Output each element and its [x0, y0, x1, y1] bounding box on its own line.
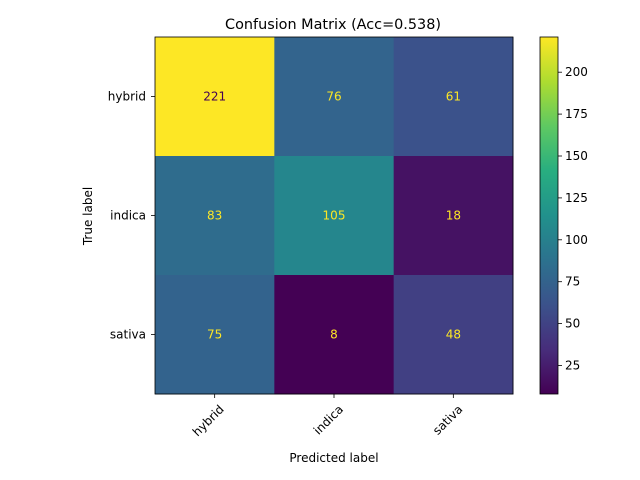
- cell-value-label: 83: [207, 209, 222, 223]
- heatmap-cell: [274, 37, 395, 157]
- cell-value-label: 8: [330, 328, 338, 342]
- heatmap-cell: [393, 37, 514, 157]
- colorbar-tick-label: 75: [565, 275, 580, 289]
- cell-value-label: 75: [207, 328, 222, 342]
- colorbar-tick-label: 150: [565, 149, 588, 163]
- colorbar-tick-label: 25: [565, 359, 580, 373]
- y-axis-label: True label: [81, 187, 95, 246]
- y-axis-ticks: hybrid indica sativa: [108, 90, 155, 342]
- colorbar-tick-label: 175: [565, 107, 588, 121]
- y-tick-label: indica: [110, 209, 146, 223]
- cell-value-label: 18: [446, 209, 461, 223]
- x-tick-label: sativa: [430, 402, 465, 437]
- heatmap-cell: [393, 275, 514, 395]
- chart-title: Confusion Matrix (Acc=0.538): [225, 17, 441, 33]
- cell-value-label: 76: [326, 90, 341, 104]
- x-axis-label: Predicted label: [289, 451, 378, 465]
- heatmap-cell-labels: 221 76 61 83 105 18 75 8 48: [203, 90, 461, 342]
- x-tick-label: hybrid: [190, 402, 227, 439]
- cell-value-label: 48: [446, 328, 461, 342]
- colorbar-tick-label: 100: [565, 233, 588, 247]
- colorbar-tick-label: 200: [565, 65, 588, 79]
- x-axis-ticks: hybrid indica sativa: [190, 394, 465, 439]
- heatmap-cell: [155, 37, 275, 157]
- heatmap-cell: [274, 275, 395, 395]
- heatmap-cell: [274, 156, 395, 276]
- y-tick-label: sativa: [110, 328, 146, 342]
- x-tick-label: indica: [311, 402, 346, 437]
- heatmap-cell: [155, 275, 275, 395]
- heatmap-cell: [155, 156, 275, 276]
- colorbar: [539, 36, 559, 395]
- heatmap-cells: [155, 37, 514, 395]
- cell-value-label: 61: [446, 90, 461, 104]
- colorbar-tick-label: 50: [565, 317, 580, 331]
- cell-value-label: 105: [323, 209, 346, 223]
- cell-value-label: 221: [203, 90, 226, 104]
- colorbar-tick-label: 125: [565, 191, 588, 205]
- colorbar-ticks: 25 50 75 100 125 150 175 200: [558, 65, 588, 373]
- heatmap-cell: [393, 156, 514, 276]
- y-tick-label: hybrid: [108, 90, 146, 104]
